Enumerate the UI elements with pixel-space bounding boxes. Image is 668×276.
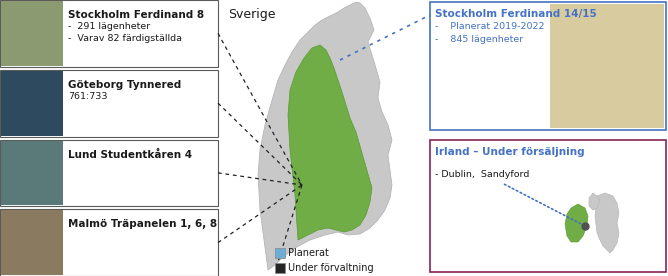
- Bar: [550, 4, 664, 128]
- Bar: [430, 140, 666, 272]
- Bar: [1, 140, 63, 205]
- Text: -    845 lägenheter: - 845 lägenheter: [435, 35, 523, 44]
- Text: Planerat: Planerat: [288, 248, 329, 258]
- Text: Malmö Träpanelen 1, 6, 8: Malmö Träpanelen 1, 6, 8: [68, 219, 217, 229]
- Bar: [1, 210, 63, 275]
- Polygon shape: [258, 2, 392, 270]
- Polygon shape: [589, 193, 600, 210]
- Text: Göteborg Tynnered: Göteborg Tynnered: [68, 80, 181, 90]
- Text: Irland – Under försäljning: Irland – Under försäljning: [435, 147, 584, 157]
- Bar: [430, 2, 666, 130]
- Bar: [0, 139, 218, 206]
- Text: Sverige: Sverige: [228, 8, 275, 21]
- Text: Stockholm Ferdinand 8: Stockholm Ferdinand 8: [68, 10, 204, 20]
- Text: Lund Studentkåren 4: Lund Studentkåren 4: [68, 150, 192, 160]
- Text: -  Varav 82 färdigställda: - Varav 82 färdigställda: [68, 34, 182, 43]
- Bar: [275, 248, 285, 258]
- Bar: [1, 71, 63, 136]
- Bar: [0, 209, 218, 276]
- Polygon shape: [595, 193, 619, 253]
- Text: 761:733: 761:733: [68, 92, 108, 101]
- Text: Stockholm Ferdinand 14/15: Stockholm Ferdinand 14/15: [435, 9, 597, 19]
- Text: Under förvaltning: Under förvaltning: [288, 263, 373, 273]
- Bar: [1, 1, 63, 66]
- Bar: [275, 263, 285, 273]
- Polygon shape: [565, 204, 588, 242]
- Bar: [0, 70, 218, 137]
- Text: - Dublin,  Sandyford: - Dublin, Sandyford: [435, 170, 529, 179]
- Polygon shape: [288, 45, 372, 240]
- Text: -  291 lägenheter: - 291 lägenheter: [68, 22, 150, 31]
- Text: -    Planerat 2019-2022: - Planerat 2019-2022: [435, 22, 544, 31]
- Bar: [0, 0, 218, 67]
